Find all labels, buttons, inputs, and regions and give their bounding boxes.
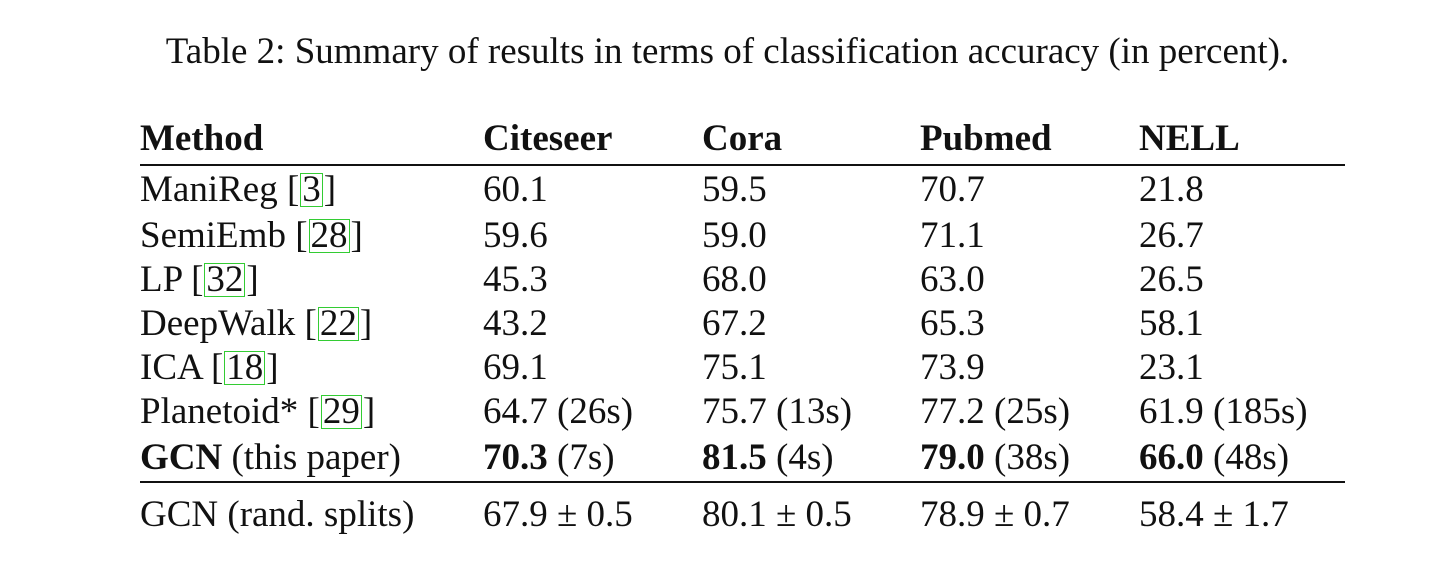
pubmed-value: 70.7 [920,169,985,210]
table-row-gcn: GCN (this paper) 70.3 (7s) 81.5 (4s) 79.0 (… [140,433,1345,483]
method-cell: GCN (this paper) [140,433,483,483]
cora-value: 59.5 [702,169,767,210]
citation-link: 32 [204,258,246,300]
citation-link: 18 [224,346,266,388]
citation-link: 22 [317,302,359,344]
accuracy-bold: 70.3 [483,436,548,478]
table-row: LP [32] 45.3 68.0 63.0 26.5 [140,257,1345,301]
nell-value: 58.4 ± 1.7 [1139,493,1289,535]
method-cell: Planetoid* [29] [140,390,376,432]
method-cell: ManiReg [3] [140,169,337,210]
pubmed-value: 65.3 [920,302,985,344]
method-cell: GCN (rand. splits) [140,493,415,535]
method-name: LP [140,258,182,300]
pubmed-value: 77.2 (25s) [920,390,1071,432]
citeseer-value: 70.3 (7s) [483,433,702,483]
citeseer-value: 69.1 [483,346,548,388]
header-nell: NELL [1139,112,1345,166]
pubmed-value: 73.9 [920,346,985,388]
table-row: Planetoid* [29] 64.7 (26s) 75.7 (13s) 77.2 … [140,389,1345,433]
header-row: Method Citeseer Cora Pubmed NELL [140,112,1345,166]
runtime: (7s) [547,436,615,478]
cora-value: 75.7 (13s) [702,390,853,432]
citeseer-value: 45.3 [483,258,548,300]
header-cora: Cora [702,112,920,166]
citeseer-value: 59.6 [483,214,548,256]
method-name: SemiEmb [140,214,286,256]
method-name: ManiReg [140,169,278,210]
nell-value: 26.7 [1139,214,1204,256]
cora-value: 75.1 [702,346,767,388]
citation-link: 28 [308,214,350,256]
cora-value: 68.0 [702,258,767,300]
nell-value: 23.1 [1139,346,1204,388]
citation-link: 29 [320,390,362,432]
cora-value: 59.0 [702,214,767,256]
table-row: ManiReg [3] 60.1 59.5 70.7 21.8 [140,165,1345,213]
pubmed-value: 63.0 [920,258,985,300]
method-name: Planetoid* [140,390,299,432]
method-name-bold: GCN [140,436,223,478]
cora-value: 80.1 ± 0.5 [702,493,852,535]
citation-link: 3 [300,169,323,210]
nell-value: 58.1 [1139,302,1204,344]
method-cell: SemiEmb [28] [140,214,363,256]
runtime: (48s) [1203,436,1290,478]
table-row: SemiEmb [28] 59.6 59.0 71.1 26.7 [140,213,1345,257]
pubmed-value: 79.0 (38s) [920,433,1139,483]
cora-value: 67.2 [702,302,767,344]
method-name: ICA [140,346,202,388]
method-cell: ICA [18] [140,346,279,388]
citeseer-value: 67.9 ± 0.5 [483,493,633,535]
method-cell: LP [32] [140,258,259,300]
table-row: ICA [18] 69.1 75.1 73.9 23.1 [140,345,1345,389]
accuracy-bold: 81.5 [702,436,767,478]
pubmed-value: 71.1 [920,214,985,256]
header-method: Method [140,112,483,166]
cora-value: 81.5 (4s) [702,433,920,483]
nell-value: 26.5 [1139,258,1204,300]
citeseer-value: 60.1 [483,169,548,210]
runtime: (4s) [766,436,834,478]
table-row: DeepWalk [22] 43.2 67.2 65.3 58.1 [140,301,1345,345]
nell-value: 61.9 (185s) [1139,390,1308,432]
header-citeseer: Citeseer [483,112,702,166]
accuracy-bold: 66.0 [1139,436,1204,478]
citeseer-value: 43.2 [483,302,548,344]
header-pubmed: Pubmed [920,112,1139,166]
table-caption: Table 2: Summary of results in terms of … [165,31,1290,72]
results-table: Method Citeseer Cora Pubmed NELL ManiReg… [140,112,1345,545]
accuracy-bold: 79.0 [920,436,985,478]
method-name-rest: (this paper) [222,436,402,478]
citeseer-value: 64.7 (26s) [483,390,634,432]
runtime: (38s) [984,436,1071,478]
table-row-rand-splits: GCN (rand. splits) 67.9 ± 0.5 80.1 ± 0.5 78… [140,482,1345,545]
nell-value: 21.8 [1139,169,1204,210]
method-cell: DeepWalk [22] [140,302,373,344]
pubmed-value: 78.9 ± 0.7 [920,493,1070,535]
method-name: DeepWalk [140,302,296,344]
nell-value: 66.0 (48s) [1139,433,1345,483]
